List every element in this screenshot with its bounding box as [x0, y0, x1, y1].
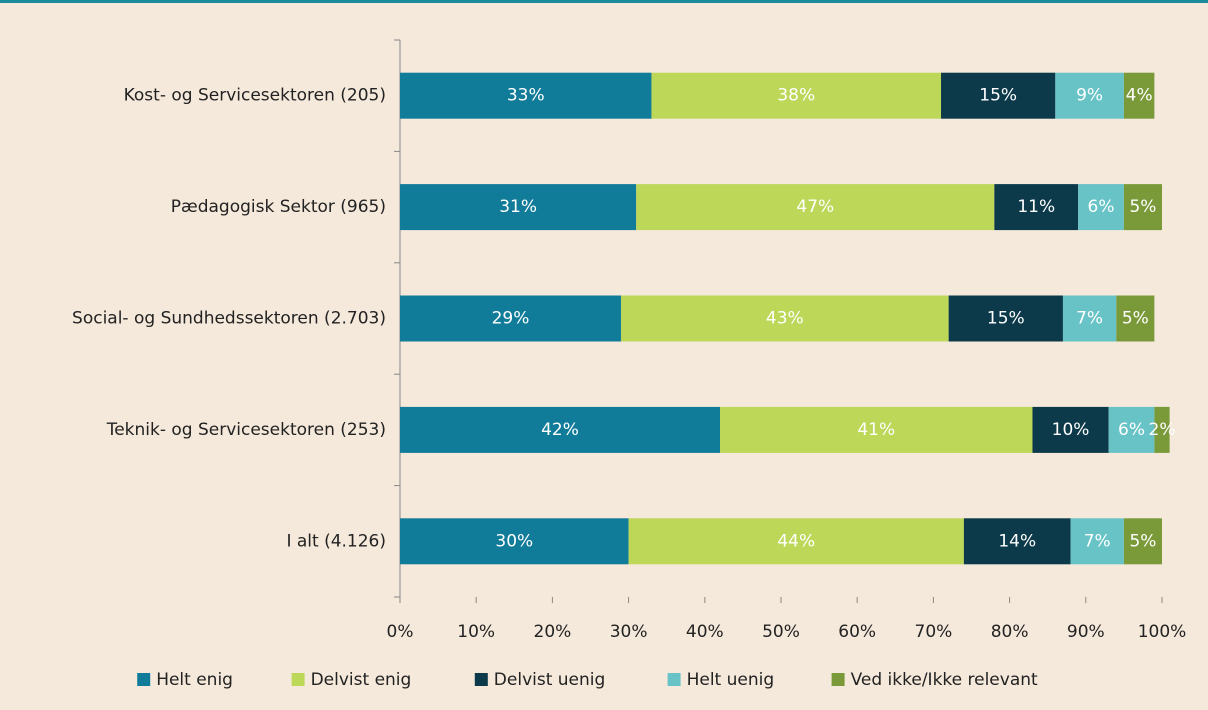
value-label: 9%	[1076, 86, 1103, 106]
legend-swatch	[667, 673, 681, 686]
x-tick-label: 20%	[534, 622, 572, 642]
bar-segment	[1062, 295, 1117, 342]
x-tick-label: 80%	[991, 622, 1029, 642]
bar-segment	[1078, 184, 1124, 231]
bar-segment	[1123, 184, 1162, 231]
x-tick-label: 10%	[457, 622, 495, 642]
legend-swatch	[291, 673, 305, 686]
bar-segment	[1123, 72, 1155, 119]
bar-segment	[941, 72, 1056, 119]
value-label: 41%	[857, 420, 895, 440]
value-label: 47%	[796, 197, 834, 217]
bar-segment	[651, 72, 942, 119]
value-label: 5%	[1129, 531, 1156, 551]
value-label: 10%	[1052, 420, 1090, 440]
value-label: 43%	[766, 309, 804, 329]
top-border	[0, 0, 1208, 3]
x-tick-label: 30%	[610, 622, 648, 642]
value-label: 14%	[998, 531, 1036, 551]
bar-segment	[400, 406, 721, 453]
bar-segment	[948, 295, 1063, 342]
bar-segment	[400, 295, 621, 342]
value-label: 7%	[1084, 531, 1111, 551]
legend-label: Helt enig	[156, 670, 233, 690]
x-tick-label: 50%	[762, 622, 800, 642]
value-label: 6%	[1118, 420, 1145, 440]
legend-label: Ved ikke/Ikke relevant	[851, 670, 1038, 690]
value-label: 2%	[1149, 420, 1176, 440]
x-tick-label: 40%	[686, 622, 724, 642]
x-tick-label: 70%	[915, 622, 953, 642]
bar-segment	[720, 406, 1033, 453]
bar-segment	[963, 518, 1071, 565]
value-label: 15%	[987, 309, 1025, 329]
bar-segment	[400, 72, 652, 119]
x-tick-label: 60%	[838, 622, 876, 642]
x-tick-label: 100%	[1138, 622, 1187, 642]
value-label: 31%	[499, 197, 537, 217]
bar-segment	[620, 295, 949, 342]
value-label: 5%	[1122, 309, 1149, 329]
bar-segment	[1032, 406, 1109, 453]
legend-swatch	[474, 673, 488, 686]
legend-label: Delvist enig	[311, 670, 412, 690]
legend-swatch	[137, 673, 151, 686]
bar-segment	[400, 184, 637, 231]
value-label: 29%	[492, 309, 530, 329]
bar-segment	[1154, 406, 1170, 453]
value-label: 11%	[1017, 197, 1055, 217]
value-label: 5%	[1129, 197, 1156, 217]
bar-segment	[1123, 518, 1162, 565]
y-tick-label: Pædagogisk Sektor (965)	[171, 197, 386, 217]
legend-label: Helt uenig	[687, 670, 775, 690]
bar-segment	[994, 184, 1079, 231]
value-label: 44%	[777, 531, 815, 551]
bar-segment	[628, 518, 964, 565]
value-label: 30%	[495, 531, 533, 551]
y-tick-label: Teknik- og Servicesektoren (253)	[106, 420, 386, 440]
bar-segment	[1108, 406, 1155, 453]
bar-segment	[400, 518, 629, 565]
value-label: 4%	[1126, 86, 1153, 106]
legend-label: Delvist uenig	[494, 670, 606, 690]
y-tick-label: Social- og Sundhedssektoren (2.703)	[72, 309, 386, 329]
value-label: 7%	[1076, 309, 1103, 329]
x-tick-label: 90%	[1067, 622, 1105, 642]
legend-swatch	[831, 673, 845, 686]
bar-segment	[1070, 518, 1124, 565]
bar-segment	[636, 184, 995, 231]
bar-segment	[1055, 72, 1124, 119]
y-tick-label: Kost- og Servicesektoren (205)	[124, 86, 386, 106]
x-tick-label: 0%	[387, 622, 414, 642]
bar-segment	[1116, 295, 1155, 342]
value-label: 15%	[979, 86, 1017, 106]
value-label: 38%	[777, 86, 815, 106]
y-tick-label: I alt (4.126)	[286, 531, 386, 551]
value-label: 6%	[1088, 197, 1115, 217]
value-label: 33%	[507, 86, 545, 106]
value-label: 42%	[541, 420, 579, 440]
